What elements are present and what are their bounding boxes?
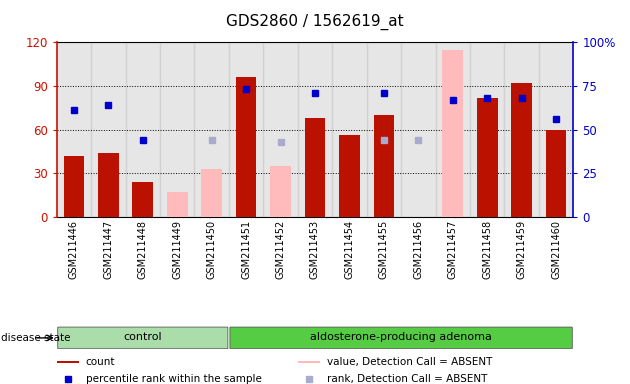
Bar bbox=[539, 42, 573, 217]
Bar bbox=[263, 42, 298, 217]
FancyBboxPatch shape bbox=[230, 327, 572, 349]
Bar bbox=[298, 42, 332, 217]
Bar bbox=[64, 156, 84, 217]
Text: rank, Detection Call = ABSENT: rank, Detection Call = ABSENT bbox=[326, 374, 487, 384]
Bar bbox=[160, 42, 195, 217]
Text: percentile rank within the sample: percentile rank within the sample bbox=[86, 374, 261, 384]
Bar bbox=[332, 42, 367, 217]
Bar bbox=[57, 361, 79, 363]
Text: GDS2860 / 1562619_at: GDS2860 / 1562619_at bbox=[226, 13, 404, 30]
Bar bbox=[505, 42, 539, 217]
Bar bbox=[401, 42, 435, 217]
Bar bbox=[339, 136, 360, 217]
Bar bbox=[195, 42, 229, 217]
Bar bbox=[442, 50, 463, 217]
Text: disease state: disease state bbox=[1, 333, 70, 343]
Bar bbox=[270, 166, 291, 217]
Bar bbox=[236, 77, 256, 217]
Bar bbox=[435, 42, 470, 217]
Bar bbox=[167, 192, 188, 217]
Bar bbox=[305, 118, 325, 217]
Bar bbox=[91, 42, 125, 217]
Bar bbox=[125, 42, 160, 217]
Bar bbox=[202, 169, 222, 217]
Bar bbox=[367, 42, 401, 217]
Bar bbox=[229, 42, 263, 217]
Text: aldosterone-producing adenoma: aldosterone-producing adenoma bbox=[310, 333, 492, 343]
Bar bbox=[297, 361, 320, 363]
Text: count: count bbox=[86, 357, 115, 367]
Text: value, Detection Call = ABSENT: value, Detection Call = ABSENT bbox=[326, 357, 492, 367]
Bar bbox=[57, 42, 91, 217]
Bar bbox=[546, 130, 566, 217]
Bar bbox=[512, 83, 532, 217]
Bar bbox=[132, 182, 153, 217]
Bar bbox=[98, 153, 118, 217]
Bar bbox=[374, 115, 394, 217]
Text: control: control bbox=[123, 333, 162, 343]
Bar bbox=[470, 42, 505, 217]
FancyBboxPatch shape bbox=[58, 327, 228, 349]
Bar bbox=[477, 98, 498, 217]
